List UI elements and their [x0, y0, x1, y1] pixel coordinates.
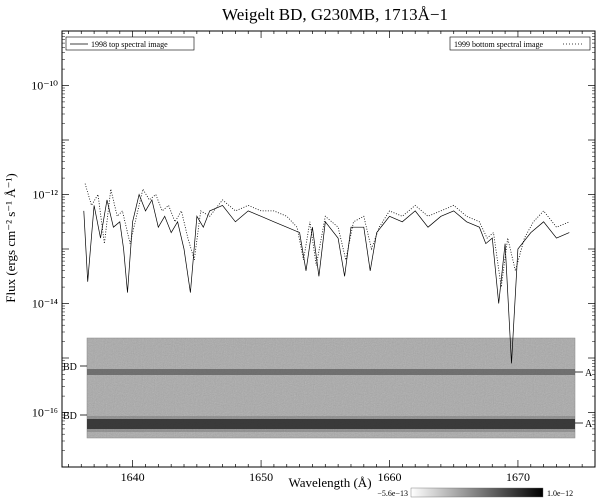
y-tick-label: 10⁻¹⁰ — [31, 79, 58, 93]
series-line-1 — [83, 193, 570, 364]
spectrum-trace-top — [87, 369, 575, 375]
x-tick-label: 1650 — [249, 470, 273, 484]
colorbar: −5.6e−13 1.0e−12 — [377, 487, 573, 498]
spectral-image-inset: BD BD A A — [63, 337, 593, 439]
y-tick-label: 10⁻¹⁶ — [32, 406, 58, 420]
spectrum-trace-bottom — [87, 419, 575, 429]
legend-right: 1999 bottom spectral image — [449, 36, 591, 51]
x-axis: 1640 1650 1660 1670 — [68, 31, 596, 484]
legend-right-label: 1999 bottom spectral image — [454, 40, 544, 49]
x-tick-label: 1640 — [121, 470, 145, 484]
y-tick-label: 10⁻¹⁴ — [32, 297, 58, 311]
inset-label-bd-top: BD — [63, 362, 77, 373]
inset-label-bd-bottom: BD — [63, 411, 77, 422]
y-tick-label: 10⁻¹² — [32, 188, 58, 202]
y-axis-label: Flux (ergs cm⁻² s⁻¹ Å⁻¹) — [3, 173, 18, 303]
inset-label-a-bottom: A — [585, 419, 593, 430]
colorbar-gradient — [410, 487, 544, 498]
legend-left: 1998 top spectral image — [65, 36, 195, 51]
chart-title: Weigelt BD, G230MB, 1713Å−1 — [222, 5, 448, 24]
x-axis-label: Wavelength (Å) — [288, 475, 371, 490]
x-tick-label: 1670 — [506, 470, 530, 484]
series-layer — [83, 183, 570, 364]
series-line-2 — [84, 183, 570, 288]
inset-label-a-top: A — [585, 368, 593, 379]
y-axis: 10⁻¹⁰ 10⁻¹² 10⁻¹⁴ 10⁻¹⁶ — [31, 30, 595, 468]
colorbar-max-label: 1.0e−12 — [547, 489, 573, 498]
legend-left-label: 1998 top spectral image — [91, 40, 168, 49]
colorbar-min-label: −5.6e−13 — [377, 489, 408, 498]
x-tick-label: 1660 — [378, 470, 402, 484]
